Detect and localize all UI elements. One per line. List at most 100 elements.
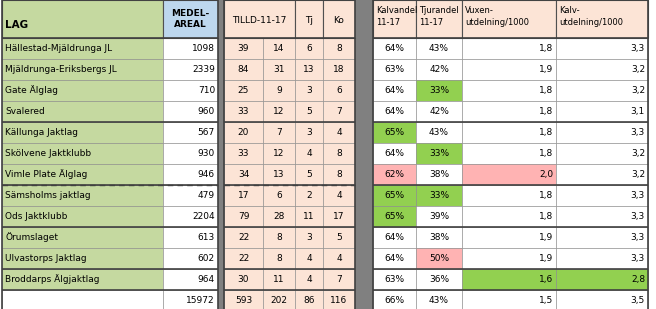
Bar [373, 164, 416, 185]
Bar [462, 185, 556, 206]
Text: 1098: 1098 [192, 44, 215, 53]
Bar [295, 0, 323, 38]
Text: 65%: 65% [384, 191, 405, 200]
Bar [224, 80, 263, 101]
Bar [556, 227, 648, 248]
Bar [263, 269, 295, 290]
Bar [373, 269, 416, 290]
Bar [355, 248, 373, 269]
Text: 4: 4 [306, 275, 312, 284]
Bar [556, 0, 648, 38]
Text: 8: 8 [336, 170, 342, 179]
Bar [416, 101, 462, 122]
Bar [556, 290, 648, 309]
Text: 33%: 33% [429, 86, 449, 95]
Bar [218, 80, 224, 101]
Bar [323, 59, 355, 80]
Bar [462, 38, 556, 59]
Text: 6: 6 [276, 191, 282, 200]
Text: utdelning/1000: utdelning/1000 [465, 18, 529, 27]
Bar [416, 248, 462, 269]
Bar [2, 185, 163, 206]
Text: 22: 22 [238, 254, 249, 263]
Text: Kalv-: Kalv- [559, 6, 580, 15]
Text: 3,3: 3,3 [631, 44, 645, 53]
Text: 3,3: 3,3 [631, 233, 645, 242]
Bar [295, 164, 323, 185]
Bar [462, 80, 556, 101]
Text: 2,0: 2,0 [539, 170, 553, 179]
Text: 33: 33 [237, 107, 249, 116]
Text: 7: 7 [336, 107, 342, 116]
Bar [462, 164, 556, 185]
Bar [163, 206, 218, 227]
Text: 62%: 62% [384, 170, 405, 179]
Text: 3,3: 3,3 [631, 191, 645, 200]
Bar [462, 248, 556, 269]
Bar [295, 269, 323, 290]
Text: 1,9: 1,9 [539, 233, 553, 242]
Bar [416, 143, 462, 164]
Bar [163, 227, 218, 248]
Bar [295, 206, 323, 227]
Bar [163, 290, 218, 309]
Bar [373, 80, 416, 101]
Text: Ods Jaktklubb: Ods Jaktklubb [5, 212, 68, 221]
Bar [224, 227, 263, 248]
Text: AREAL: AREAL [174, 20, 207, 29]
Bar [263, 59, 295, 80]
Text: 479: 479 [198, 191, 215, 200]
Text: 14: 14 [274, 44, 285, 53]
Bar [416, 164, 462, 185]
Bar [163, 248, 218, 269]
Text: 11: 11 [274, 275, 285, 284]
Bar [218, 164, 224, 185]
Bar [263, 248, 295, 269]
Bar [263, 143, 295, 164]
Text: 66%: 66% [384, 296, 405, 305]
Bar [295, 80, 323, 101]
Text: 64%: 64% [384, 149, 405, 158]
Text: 3: 3 [306, 86, 312, 95]
Bar [355, 38, 373, 59]
Bar [263, 227, 295, 248]
Bar [373, 0, 416, 38]
Bar [323, 269, 355, 290]
Bar [263, 164, 295, 185]
Bar [2, 80, 163, 101]
Bar [416, 206, 462, 227]
Bar [224, 206, 263, 227]
Bar [163, 185, 218, 206]
Text: Tjurandel: Tjurandel [419, 6, 459, 15]
Text: 930: 930 [197, 149, 215, 158]
Bar [556, 143, 648, 164]
Bar [295, 143, 323, 164]
Text: LAG: LAG [5, 20, 28, 30]
Text: 39%: 39% [429, 212, 449, 221]
Text: 3,2: 3,2 [631, 86, 645, 95]
Text: 3: 3 [306, 128, 312, 137]
Text: Ko: Ko [333, 16, 344, 25]
Text: 1,8: 1,8 [539, 191, 553, 200]
Text: 1,8: 1,8 [539, 149, 553, 158]
Text: utdelning/1000: utdelning/1000 [559, 18, 623, 27]
Text: 1,6: 1,6 [539, 275, 553, 284]
Bar [2, 269, 163, 290]
Text: 4: 4 [306, 254, 312, 263]
Bar [323, 164, 355, 185]
Bar [462, 227, 556, 248]
Bar [295, 122, 323, 143]
Text: 22: 22 [238, 233, 249, 242]
Bar [416, 269, 462, 290]
Bar [323, 101, 355, 122]
Text: 13: 13 [303, 65, 315, 74]
Text: 1,8: 1,8 [539, 107, 553, 116]
Text: Mjäldrunga-Eriksbergs JL: Mjäldrunga-Eriksbergs JL [5, 65, 117, 74]
Bar [323, 227, 355, 248]
Bar [373, 227, 416, 248]
Text: 6: 6 [306, 44, 312, 53]
Bar [416, 38, 462, 59]
Bar [355, 80, 373, 101]
Bar [2, 143, 163, 164]
Text: Ulvastorps Jaktlag: Ulvastorps Jaktlag [5, 254, 87, 263]
